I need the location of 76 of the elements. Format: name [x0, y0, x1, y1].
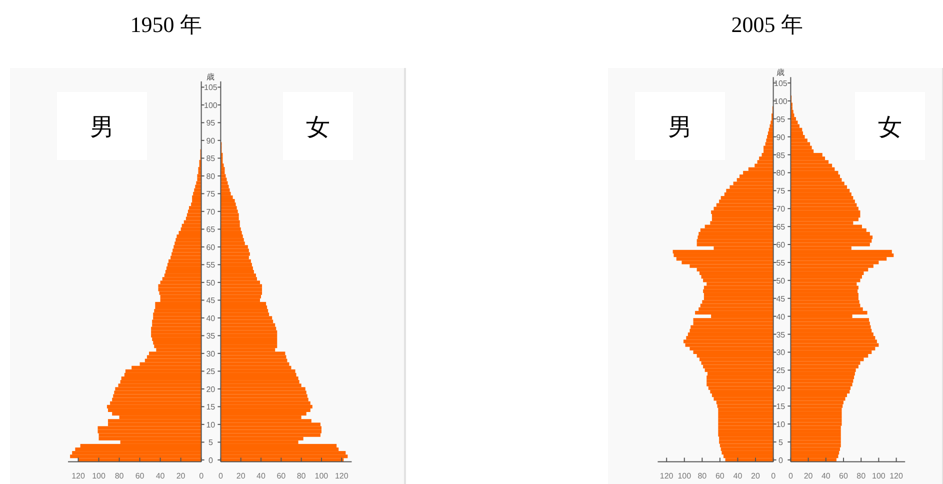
- y-axis-title: 歳: [206, 72, 215, 82]
- y-tick-label: 40: [206, 314, 216, 323]
- y-tick-label: 55: [776, 258, 786, 268]
- y-tick-label: 100: [774, 96, 788, 106]
- x-tick-label: 120: [334, 472, 349, 481]
- y-tick-label: 95: [776, 114, 786, 124]
- x-tick-label: 20: [176, 472, 186, 481]
- y-tick-label: 0: [778, 456, 784, 465]
- x-tick-label: 100: [678, 472, 692, 481]
- y-tick-label: 85: [776, 150, 786, 160]
- y-tick-label: 25: [206, 367, 216, 376]
- x-tick-label: 120: [890, 472, 904, 481]
- y-tick-label: 105: [204, 83, 218, 92]
- x-tick-label: 40: [256, 472, 266, 481]
- y-tick-label: 10: [776, 420, 786, 430]
- x-tick-label: 80: [856, 472, 866, 481]
- x-tick-label: 60: [135, 472, 145, 481]
- chart-title: 1950 年: [130, 12, 202, 37]
- x-tick-label: 80: [698, 472, 708, 481]
- y-tick-label: 55: [206, 260, 216, 270]
- x-tick-label: 80: [114, 472, 124, 481]
- y-tick-label: 50: [776, 276, 786, 286]
- x-tick-label: 100: [314, 472, 329, 481]
- y-tick-label: 5: [208, 438, 214, 448]
- x-tick-label: 40: [821, 472, 831, 481]
- x-tick-label: 60: [715, 472, 725, 481]
- y-tick-label: 45: [206, 296, 216, 306]
- y-tick-label: 65: [776, 222, 786, 232]
- x-tick-label: 60: [276, 472, 286, 481]
- y-tick-label: 15: [206, 402, 216, 412]
- x-tick-label: 120: [660, 472, 674, 481]
- text: 男: [668, 115, 692, 141]
- y-tick-label: 70: [776, 204, 786, 214]
- y-tick-label: 5: [778, 438, 784, 447]
- y-tick-label: 70: [206, 207, 216, 216]
- y-tick-label: 60: [776, 240, 786, 250]
- y-tick-label: 65: [206, 225, 216, 234]
- x-tick-label: 40: [156, 472, 166, 481]
- y-tick-label: 45: [776, 294, 786, 304]
- x-tick-label: 100: [872, 472, 886, 481]
- y-tick-label: 100: [204, 100, 218, 110]
- y-axis-title: 歳: [776, 68, 785, 78]
- y-tick-label: 105: [774, 78, 788, 88]
- y-tick-label: 95: [206, 118, 216, 128]
- y-tick-label: 40: [776, 312, 786, 322]
- y-tick-label: 10: [206, 420, 216, 430]
- y-tick-label: 75: [206, 190, 216, 199]
- y-tick-label: 50: [206, 278, 216, 288]
- y-tick-label: 80: [776, 168, 786, 178]
- y-tick-label: 85: [206, 154, 216, 164]
- y-tick-label: 25: [776, 366, 786, 376]
- y-tick-label: 90: [206, 136, 216, 146]
- y-tick-label: 35: [776, 330, 786, 340]
- y-tick-label: 90: [776, 132, 786, 142]
- y-tick-label: 75: [776, 186, 786, 196]
- x-tick-label: 100: [92, 472, 106, 481]
- y-tick-label: 80: [206, 172, 216, 181]
- y-tick-label: 20: [776, 384, 786, 394]
- x-tick-label: 20: [804, 472, 814, 481]
- text: 男: [90, 115, 114, 141]
- y-tick-label: 0: [208, 456, 214, 465]
- x-tick-label: 20: [236, 472, 246, 481]
- y-tick-label: 60: [206, 242, 216, 252]
- x-tick-label: 80: [296, 472, 306, 481]
- y-tick-label: 15: [776, 402, 786, 412]
- text: 女: [306, 115, 330, 141]
- y-tick-label: 20: [206, 384, 216, 394]
- y-tick-label: 30: [206, 349, 216, 358]
- chart-title: 2005 年: [731, 12, 803, 37]
- x-tick-label: 20: [751, 472, 761, 481]
- x-tick-label: 120: [72, 472, 86, 481]
- x-tick-label: 40: [733, 472, 743, 481]
- x-tick-label: 60: [839, 472, 848, 481]
- y-tick-label: 30: [776, 348, 786, 358]
- y-tick-label: 35: [206, 332, 216, 341]
- text: 女: [878, 115, 902, 141]
